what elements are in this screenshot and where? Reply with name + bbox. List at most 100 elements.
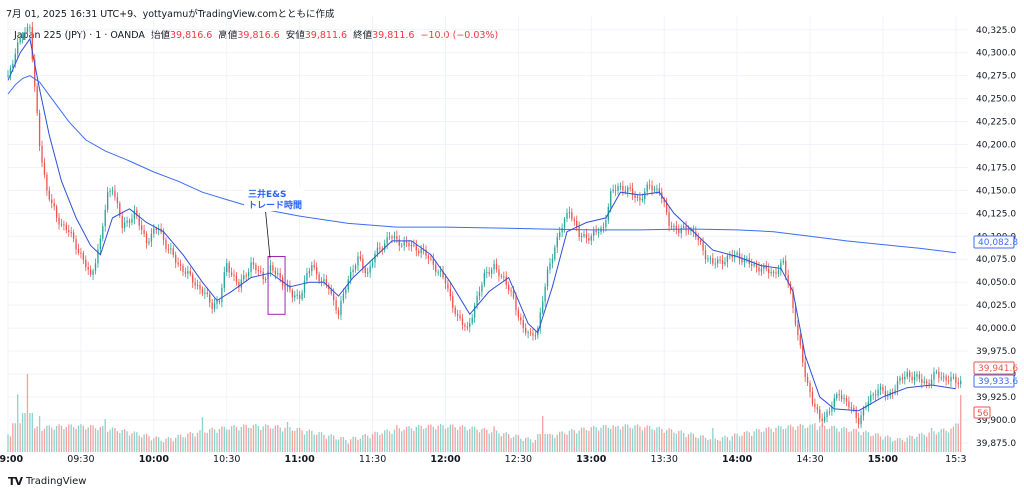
volume-bar [821,424,823,452]
candle-body [802,345,804,363]
candle-body [371,262,374,267]
volume-bar [427,424,430,452]
volume-bar [442,425,444,452]
tradingview-brand[interactable]: TradingView [26,476,87,487]
volume-bar [80,424,82,452]
volume-bar [576,433,578,452]
candle-body [63,224,65,226]
time-axis[interactable]: 09:00 09:30 10:00 10:30 11:00 11:30 12:00 12:30… [0,454,967,465]
time-tick-label: 09:00 [0,454,24,465]
volume-bar [420,425,422,452]
volume-bar [571,429,573,452]
candle-body [799,335,801,346]
tradingview-logo-icon[interactable]: TV [8,475,23,488]
volume-bar [836,428,838,452]
volume-bar [534,439,537,452]
candle-body [921,379,923,383]
candle-body [544,286,546,302]
volume-bar [7,434,9,452]
candle-body [415,244,417,251]
price-tick-label: 39,975.0 [976,347,1016,357]
candle-body [97,249,99,264]
close-label: 終値 [353,30,373,41]
chart-credit: 7月 01, 2025 16:31 UTC+9、yottyamuがTrading… [6,9,335,20]
annotation-background [244,187,304,211]
volume-bar [106,431,109,452]
candle-body [639,196,641,201]
time-tick-label: 14:00 [722,454,753,465]
candle-body [488,271,490,274]
symbol-name[interactable]: Japan 225 (JPY) · 1 · OANDA [14,30,145,41]
candle-body [439,271,442,273]
volume-bar [702,435,704,452]
volume-bar [918,433,921,452]
volume-bar [819,426,821,452]
candle-body [41,145,43,163]
candle-body [342,293,345,301]
candle-body [918,374,921,380]
candle-body [816,407,818,410]
volume-bar [121,430,123,452]
candle-body [464,324,466,327]
time-tick-label: 10:30 [213,454,240,465]
volume-bar [408,426,410,452]
candle-body [255,264,257,271]
volume-bar [809,424,811,452]
volume-bar [648,426,651,452]
volume-bar [306,431,308,452]
candle-body [473,305,476,318]
price-tick-label: 40,275.0 [976,72,1016,82]
volume-bar [960,395,962,452]
candle-body [617,186,619,191]
volume-bar [658,426,661,452]
volume-bar [600,427,602,452]
volume-bar [578,430,580,452]
time-tick-label: 12:00 [430,454,461,465]
volume-bar [891,441,894,452]
volume-bar [916,436,918,452]
volume-bar [911,436,913,452]
volume-bar [116,431,119,452]
volume-bar [610,428,612,452]
volume-bar [182,437,184,452]
volume-bar [143,434,145,452]
volume-bar [308,429,311,452]
candle-body [539,312,541,329]
candle-body [498,269,500,277]
candle-body [109,191,111,193]
candle-body [665,202,668,213]
candle-body [303,280,306,293]
volume-bar [403,429,405,452]
volume-bar [405,426,408,452]
candle-body [21,36,24,39]
volume-bar [653,430,656,452]
candle-body [476,296,478,306]
volume-bar [486,429,488,452]
candle-body [585,234,588,238]
volume-bar [70,424,72,452]
volume-bar [330,434,332,452]
candle-body [469,323,471,327]
candle-body [12,63,14,68]
volume-bar [644,427,646,452]
candle-body [675,225,678,230]
volume-bar [196,432,199,452]
volume-bar [199,430,201,452]
volume-bar [425,427,427,452]
open-label: 始値 [150,30,170,41]
volume-bar [430,424,432,452]
volume-bar [614,426,617,452]
price-tick-label: 40,250.0 [976,95,1016,105]
candle-body [870,395,872,402]
candle-body [272,265,274,271]
candle-body [80,252,82,254]
volume-bar [804,428,806,452]
candle-body [77,249,80,253]
candle-body [704,250,707,260]
candle-body [887,395,889,397]
volume-bar [145,433,148,452]
candle-body [872,394,874,396]
volume-bar [218,429,221,452]
volume-bar [466,430,469,452]
